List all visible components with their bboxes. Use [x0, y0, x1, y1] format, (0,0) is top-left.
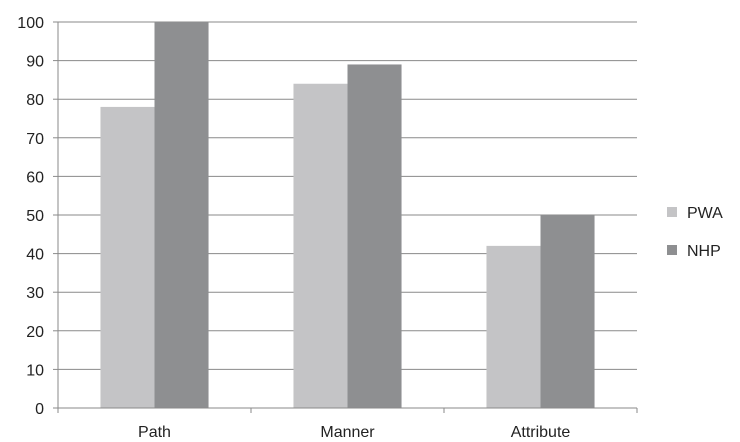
y-tick-label: 0: [35, 401, 44, 418]
y-tick-label: 40: [26, 247, 44, 264]
legend-swatch-pwa: [667, 207, 677, 217]
bar-nhp-path: [154, 22, 209, 408]
x-category-label: Attribute: [511, 424, 571, 441]
legend-label-pwa: PWA: [687, 205, 723, 222]
legend: PWA NHP: [667, 205, 723, 260]
y-axis-tick-labels: 0 10 20 30 40 50 60 70 80 90 100: [17, 15, 44, 418]
x-axis-category-labels: Path Manner Attribute: [138, 424, 570, 441]
x-category-label: Path: [138, 424, 171, 441]
y-tick-label: 70: [26, 131, 44, 148]
axes: [53, 21, 638, 413]
bars: [100, 22, 595, 409]
y-tick-label: 20: [26, 324, 44, 341]
y-tick-label: 10: [26, 362, 44, 379]
x-category-label: Manner: [320, 424, 375, 441]
legend-swatch-nhp: [667, 245, 677, 255]
y-tick-label: 60: [26, 169, 44, 186]
bar-pwa-manner: [293, 83, 348, 408]
y-tick-label: 100: [17, 15, 44, 32]
y-tick-label: 90: [26, 54, 44, 71]
legend-label-nhp: NHP: [687, 243, 721, 260]
y-tick-label: 30: [26, 285, 44, 302]
bar-nhp-attribute: [540, 215, 595, 408]
y-tick-label: 80: [26, 92, 44, 109]
bar-pwa-path: [100, 106, 155, 409]
bar-pwa-attribute: [486, 245, 541, 408]
y-tick-label: 50: [26, 208, 44, 225]
bar-nhp-manner: [347, 64, 402, 409]
